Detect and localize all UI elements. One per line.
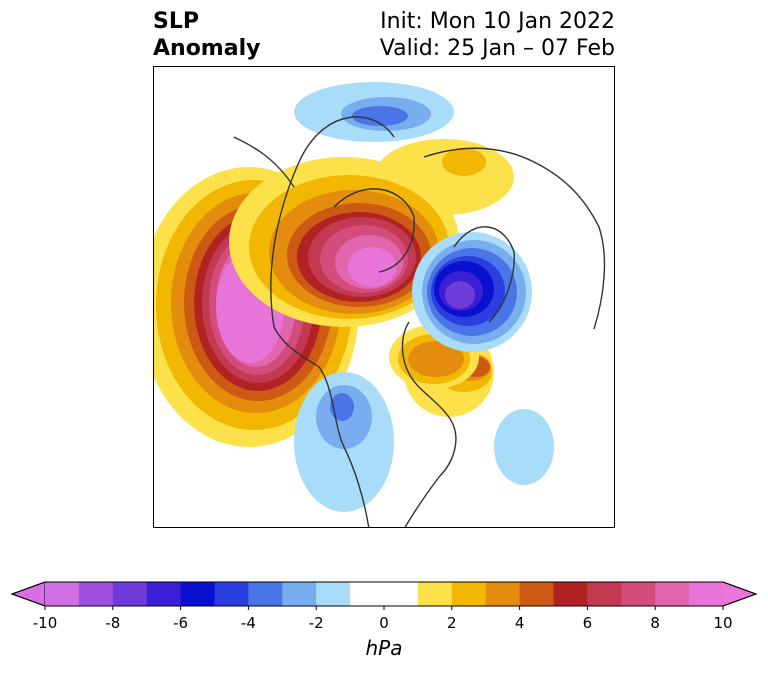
colorbar-tick-label: 0 (379, 614, 389, 632)
colorbar-bin (112, 582, 148, 606)
colorbar-extend-over (722, 581, 758, 607)
coastlines (233, 116, 606, 527)
colorbar-tick-label: -6 (173, 614, 189, 632)
arctic-canada-greenland-high (229, 157, 459, 327)
colorbar-bin (146, 582, 182, 606)
colorbar-bin (587, 582, 622, 606)
colorbar-unit-label: hPa (365, 636, 403, 660)
colorbar-tick-label: -4 (240, 614, 256, 632)
colorbar-bin (350, 582, 419, 606)
anomaly-map (154, 82, 606, 527)
colorbar-tick-label: 8 (650, 614, 660, 632)
colorbar-bin (214, 582, 249, 606)
colorbar-bin (417, 582, 453, 606)
colorbar-tick-label: 6 (582, 614, 593, 632)
colorbar-bin (621, 582, 656, 606)
colorbar-tick-label: 2 (447, 614, 457, 632)
colorbar-bin (451, 582, 487, 606)
map-panel (153, 66, 615, 528)
title-field-type: Anomaly (153, 36, 261, 61)
title-field-name: SLP (153, 9, 199, 34)
colorbar-bin (248, 582, 283, 606)
colorbar-tick-label: -8 (105, 614, 121, 632)
colorbar-bin (519, 582, 554, 606)
colorbar-tick-label: -2 (308, 614, 324, 632)
colorbar-bin (282, 582, 317, 606)
colorbar-bin (316, 582, 351, 606)
title-init-date: Init: Mon 10 Jan 2022 (380, 9, 615, 34)
colorbar-bin (180, 582, 215, 606)
colorbar-bin (485, 582, 521, 606)
colorbar-bin (553, 582, 588, 606)
colorbar-bin (655, 582, 690, 606)
atlantic-low (494, 409, 554, 485)
colorbar-extend-under (10, 581, 46, 607)
colorbar-bin (689, 582, 724, 606)
title-valid-period: Valid: 25 Jan – 07 Feb (379, 36, 615, 61)
colorbar (10, 581, 758, 610)
colorbar-tick-label: -10 (32, 614, 58, 632)
barents-kara-low (294, 82, 454, 142)
colorbar-tick-label: 4 (514, 614, 525, 632)
colorbar-tick-label: 10 (713, 614, 733, 632)
western-us-low (294, 372, 394, 512)
colorbar-bin (45, 582, 80, 606)
colorbar-bin (78, 582, 114, 606)
scandinavia-low (412, 232, 532, 352)
